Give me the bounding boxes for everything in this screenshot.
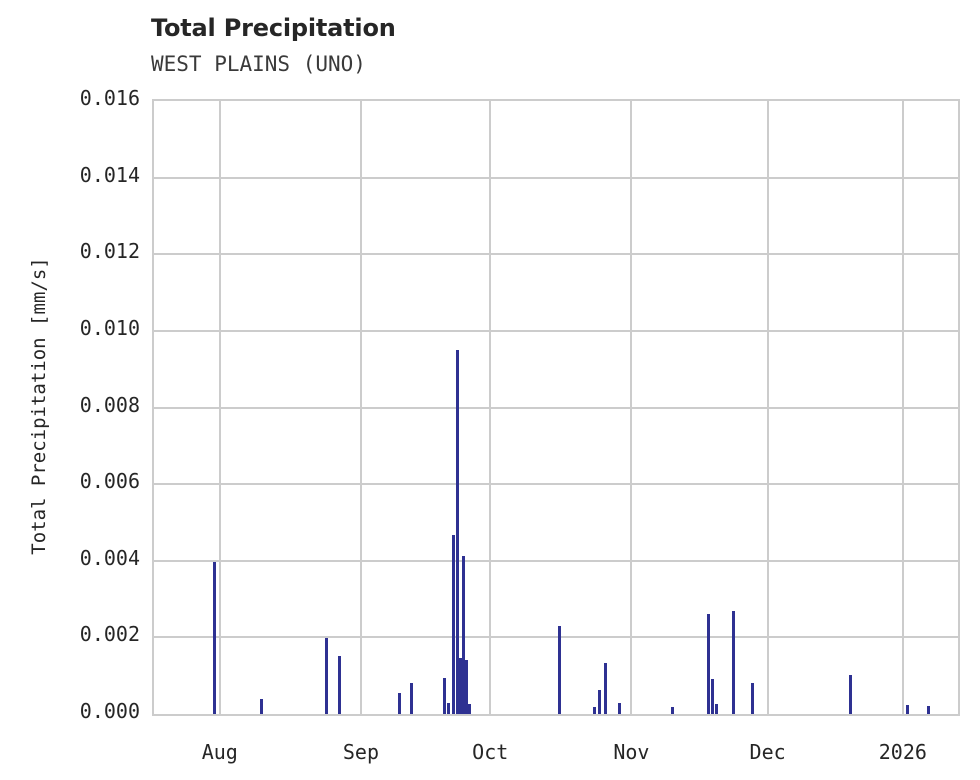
y-tick-label: 0.012 bbox=[79, 239, 140, 264]
y-tick-label: 0.006 bbox=[79, 469, 140, 494]
gridline-horizontal bbox=[154, 406, 958, 409]
bar bbox=[461, 555, 465, 714]
bar bbox=[603, 662, 607, 714]
chart-subtitle: WEST PLAINS (UNO) bbox=[151, 52, 366, 76]
y-tick-label: 0.014 bbox=[79, 162, 140, 187]
chart-title: Total Precipitation bbox=[151, 14, 396, 42]
bar bbox=[707, 614, 711, 714]
y-axis-tick-labels: 0.000 0.002 0.004 0.006 0.008 0.010 0.012 0.014… bbox=[0, 0, 140, 780]
y-tick-label: 0.008 bbox=[79, 392, 140, 417]
bar bbox=[464, 660, 468, 714]
bar bbox=[409, 683, 413, 714]
x-tick-label: Dec bbox=[749, 740, 786, 764]
bar bbox=[338, 655, 342, 714]
bar bbox=[597, 690, 601, 714]
bar bbox=[446, 702, 450, 714]
plot-inner bbox=[154, 101, 958, 714]
x-tick-label: Sep bbox=[342, 740, 379, 764]
bar bbox=[906, 704, 910, 714]
bar bbox=[442, 677, 446, 714]
gridline-horizontal bbox=[154, 253, 958, 256]
bar bbox=[398, 692, 402, 714]
gridline-vertical bbox=[359, 101, 362, 714]
bar bbox=[260, 699, 264, 714]
y-tick-label: 0.000 bbox=[79, 699, 140, 723]
bar bbox=[467, 703, 471, 714]
bar bbox=[455, 350, 459, 714]
gridline-horizontal bbox=[154, 636, 958, 639]
gridline-horizontal bbox=[154, 176, 958, 179]
gridline-vertical bbox=[766, 101, 769, 714]
x-tick-label: Oct bbox=[472, 740, 509, 764]
bar bbox=[927, 705, 931, 714]
bar bbox=[458, 657, 462, 714]
bar bbox=[711, 679, 715, 714]
x-tick-label: Aug bbox=[201, 740, 238, 764]
gridline-horizontal bbox=[154, 329, 958, 332]
gridline-vertical bbox=[489, 101, 492, 714]
bar bbox=[732, 611, 736, 714]
gridline-horizontal bbox=[154, 559, 958, 562]
x-tick-label: Nov bbox=[613, 740, 650, 764]
bar bbox=[451, 535, 455, 714]
y-tick-label: 0.002 bbox=[79, 622, 140, 647]
bar bbox=[592, 707, 596, 714]
bar bbox=[558, 625, 561, 714]
bar bbox=[617, 702, 621, 714]
x-tick-label: 2026 bbox=[878, 740, 927, 764]
plot-area bbox=[152, 99, 960, 716]
gridline-vertical bbox=[630, 101, 633, 714]
gridline-vertical bbox=[901, 101, 904, 714]
gridline-horizontal bbox=[154, 483, 958, 486]
bar bbox=[751, 682, 755, 714]
bar bbox=[212, 561, 216, 714]
bar bbox=[715, 704, 719, 714]
bar bbox=[671, 706, 675, 714]
bar bbox=[325, 637, 329, 714]
y-tick-label: 0.004 bbox=[79, 545, 140, 570]
y-tick-label: 0.016 bbox=[79, 86, 140, 110]
gridline-vertical bbox=[218, 101, 221, 714]
bar bbox=[848, 675, 852, 714]
y-tick-label: 0.010 bbox=[79, 315, 140, 340]
